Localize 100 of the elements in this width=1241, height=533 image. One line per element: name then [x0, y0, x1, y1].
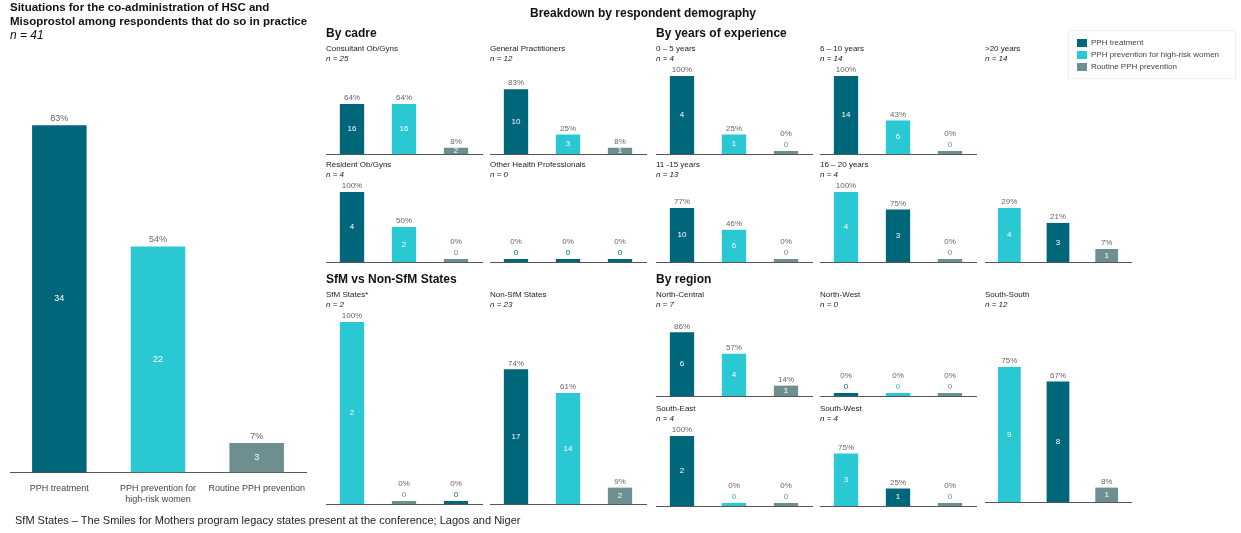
data-label: 57%: [725, 343, 743, 353]
text: By years of experience: [656, 26, 787, 40]
annotation: 6: [895, 132, 901, 142]
text: North-West: [820, 290, 862, 300]
annotation: 14: [563, 443, 573, 453]
data-label: 0%: [450, 479, 462, 489]
data-label: 54%: [148, 234, 168, 245]
annotation: 0: [947, 492, 953, 502]
annotation: 3: [1055, 237, 1061, 247]
chart-subtitle: n = 12: [490, 54, 514, 64]
data-label: 0%: [780, 237, 792, 247]
data-label: 61%: [559, 382, 577, 392]
data-label: 0%: [450, 237, 462, 247]
data-label: 75%: [837, 442, 855, 452]
chart-subtitle: n = 12: [985, 300, 1009, 310]
data-label: 8%: [450, 136, 462, 146]
annotation: 1: [783, 386, 789, 396]
data-label: 0%: [510, 237, 522, 247]
annotation: 10: [511, 116, 521, 126]
text: Breakdown by respondent demography: [530, 6, 757, 20]
annotation: 8: [1055, 436, 1061, 446]
chart-subtitle: n = 7: [656, 300, 675, 310]
annotation: 3: [254, 452, 260, 463]
chart-subtitle: n = 4: [656, 54, 675, 64]
annotation: 6: [731, 241, 737, 251]
text: By region: [656, 272, 712, 286]
chart-subtitle: n = 4: [820, 414, 839, 424]
data-label: 0%: [944, 237, 956, 247]
data-label: 14%: [777, 374, 795, 384]
chart-title: 0 – 5 years: [656, 44, 697, 54]
data-label: 21%: [1049, 212, 1067, 222]
text: 0: [947, 382, 953, 392]
annotation: 2: [679, 466, 685, 476]
data-label: 0%: [398, 479, 410, 489]
data-label: 86%: [673, 321, 691, 331]
annotation: 1: [731, 139, 737, 149]
chart-subtitle: n = 23: [490, 300, 514, 310]
annotation: 4: [679, 110, 685, 120]
annotation: 0: [401, 490, 407, 500]
annotation: 2: [617, 491, 623, 501]
legend-label: PPH prevention for high-risk women: [1091, 50, 1220, 59]
data-label: 46%: [725, 219, 743, 228]
chart-title: Resident Ob/Gyns: [326, 160, 393, 170]
chart-title: South-South: [985, 290, 1031, 300]
legend-label: Routine PPH prevention: [1091, 62, 1177, 71]
data-label: 83%: [50, 113, 69, 124]
text: n = 0: [490, 170, 509, 180]
x-tick-label: PPH prevention for high-risk women: [119, 483, 197, 505]
data-label: 25%: [889, 477, 907, 487]
annotation: 16: [399, 124, 409, 134]
data-label: 9%: [614, 476, 626, 486]
data-label: 7%: [250, 431, 264, 442]
chart-subtitle: n = 2: [326, 300, 345, 310]
text: 0: [895, 382, 901, 392]
data-label: 100%: [671, 65, 693, 75]
annotation: 0: [947, 140, 953, 150]
annotation: 9: [1007, 429, 1013, 439]
chart-title: North-Central: [656, 290, 705, 300]
chart-title: 16 – 20 years: [820, 160, 870, 170]
annotation: 0: [947, 248, 953, 258]
chart-title: Situations for the co-administration of HSC and Misoprostol among respondents that do so in practice: [10, 0, 309, 28]
data-label: 74%: [507, 358, 525, 368]
data-label: 67%: [1049, 370, 1067, 380]
data-label: 0%: [728, 481, 740, 491]
annotation: 0: [731, 492, 737, 502]
chart-title: SfM States*: [326, 290, 370, 300]
text: n = 0: [820, 300, 839, 310]
x-tick-label: Routine PPH prevention: [208, 483, 305, 494]
text: 0: [513, 248, 519, 258]
text: SfM States – The Smiles for Mothers program legacy states present at the conference; Lagos and Niger: [15, 514, 521, 526]
chart-subtitle: n = 25: [326, 54, 350, 64]
data-label: 0%: [840, 371, 852, 381]
annotation: 22: [152, 353, 164, 364]
annotation: 4: [1007, 230, 1013, 240]
annotation: 1: [1104, 490, 1110, 499]
data-label: 77%: [673, 197, 691, 207]
data-label: 0%: [780, 481, 792, 491]
chart-subtitle: n = 14: [820, 54, 844, 64]
chart-title: South-West: [820, 404, 863, 414]
data-label: 25%: [559, 123, 577, 133]
data-label: 0%: [780, 129, 792, 139]
annotation: 0: [783, 492, 789, 502]
data-label: 83%: [507, 78, 525, 88]
annotation: 1: [617, 146, 623, 156]
annotation: 0: [453, 490, 459, 500]
data-label: 8%: [614, 136, 626, 146]
annotation: 14: [841, 110, 851, 120]
annotation: 3: [565, 139, 571, 149]
annotation: 1: [895, 492, 901, 502]
chart-subtitle: n = 4: [326, 170, 345, 180]
chart-title: Consultant Ob/Gyns: [326, 44, 400, 54]
data-label: 7%: [1100, 238, 1113, 248]
data-label: 100%: [835, 181, 857, 191]
annotation: 4: [843, 222, 849, 232]
x-tick-label: PPH treatment: [29, 483, 90, 494]
data-label: 64%: [343, 93, 361, 103]
annotation: 0: [453, 248, 459, 258]
data-label: 0%: [614, 237, 626, 247]
annotation: 0: [783, 248, 789, 258]
data-label: 0%: [944, 481, 956, 491]
